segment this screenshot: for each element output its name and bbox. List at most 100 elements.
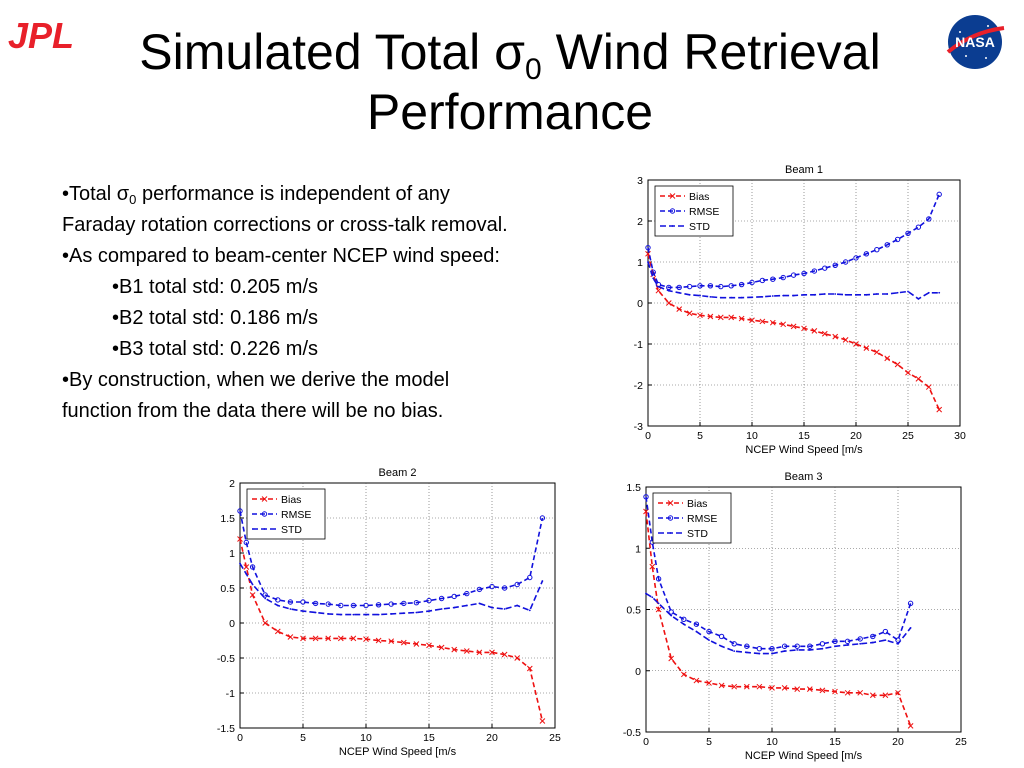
data-point-bias-b: [363, 636, 369, 642]
data-point-rmse: [706, 628, 712, 635]
data-point-std: [670, 614, 673, 617]
x-tick-label: 5: [706, 736, 712, 748]
data-point-rmse: [819, 641, 826, 647]
y-tick-label: 3: [637, 175, 643, 187]
data-point-bias-b: [655, 606, 662, 613]
series-rmse: [645, 191, 942, 291]
data-point-std: [859, 642, 862, 645]
x-tick-label: 25: [549, 732, 561, 744]
data-point-rmse: [539, 515, 546, 521]
data-point-std: [708, 639, 710, 642]
data-point-rmse: [388, 601, 394, 607]
data-point-rmse: [686, 283, 693, 290]
data-point-bias-b: [905, 369, 911, 376]
x-tick-label: 30: [954, 430, 966, 442]
series-rmse: [237, 508, 546, 609]
bullet-1-pre: •Total σ: [62, 183, 130, 205]
legend-marker-rmse: [261, 511, 268, 517]
legend: Bias RMSE STD: [654, 185, 734, 237]
data-point-std: [440, 608, 443, 610]
data-point-std: [719, 296, 722, 299]
y-tick-label: 0.5: [626, 605, 641, 617]
y-tick-label: 2: [229, 478, 235, 490]
data-point-rmse: [338, 602, 344, 609]
data-point-std: [478, 602, 481, 605]
data-point-std: [647, 261, 649, 263]
data-point-std: [465, 604, 468, 607]
x-tick-label: 20: [892, 736, 904, 748]
x-tick-label: 10: [746, 430, 758, 442]
data-point-rmse: [287, 599, 294, 605]
y-tick-label: 1.5: [220, 513, 235, 525]
data-point-std: [453, 606, 456, 609]
data-point-bias-b: [388, 638, 395, 645]
data-point-bias-b: [243, 564, 250, 570]
data-point-rmse: [375, 602, 382, 608]
data-point-bias-b: [769, 319, 776, 326]
data-point-std: [813, 293, 816, 296]
data-point-std: [720, 645, 723, 648]
legend-marker-rmse: [667, 515, 674, 521]
legend-marker-std: [671, 225, 674, 227]
data-point-std: [251, 583, 254, 586]
data-point-rmse: [681, 616, 687, 623]
bullet-2b: •B2 total std: 0.186 m/s: [112, 307, 318, 329]
data-point-std: [846, 644, 849, 646]
data-point-std: [709, 295, 712, 298]
data-point-bias-b: [237, 536, 243, 542]
data-point-rmse: [832, 262, 838, 268]
data-point-bias-b: [707, 313, 714, 320]
data-point-bias-b: [894, 361, 901, 368]
title-part-sub: 0: [525, 53, 542, 86]
data-point-rmse: [243, 539, 249, 546]
data-point-std: [302, 610, 304, 612]
data-point-std: [783, 650, 786, 653]
legend-marker-bias-b: [261, 496, 268, 502]
data-point-std: [782, 294, 785, 297]
bullet-3: •By construction, when we derive the mod…: [62, 369, 450, 391]
x-tick-label: 15: [829, 736, 841, 748]
data-point-bias-b: [781, 685, 788, 691]
data-point-rmse: [464, 590, 470, 597]
legend-marker-std: [669, 532, 672, 534]
data-point-rmse: [718, 633, 725, 640]
data-point-bias-b: [337, 635, 344, 642]
data-point-rmse: [894, 236, 901, 243]
data-point-rmse: [884, 242, 890, 248]
y-tick-label: -1: [226, 688, 235, 700]
bullet-3-continuation: function from the data there will be no …: [62, 400, 444, 422]
data-point-rmse: [249, 564, 256, 570]
data-point-std: [938, 291, 941, 294]
data-point-rmse: [731, 641, 737, 647]
data-point-rmse: [790, 272, 797, 278]
chart-beam-2: Beam 2 0 5 10 15 20 25 -1.5 -1 -0.5 0 0.5 1 1.5 2 NCEP …: [200, 462, 576, 768]
x-tick-label: 20: [486, 732, 498, 744]
bullet-1-continuation: Faraday rotation corrections or cross-ta…: [62, 214, 508, 236]
data-point-std: [428, 610, 430, 612]
bullet-text-box: •Total σ0 performance is independent of …: [62, 179, 602, 424]
data-point-std: [645, 592, 647, 595]
data-point-rmse: [426, 597, 432, 604]
data-point-rmse: [300, 599, 306, 605]
data-point-bias-b: [844, 689, 851, 696]
data-point-std: [796, 649, 799, 651]
data-point-rmse: [312, 600, 319, 607]
data-point-rmse: [697, 283, 703, 289]
data-point-bias-b: [857, 689, 864, 696]
x-tick-label: 25: [902, 430, 914, 442]
data-point-std: [730, 296, 733, 299]
data-point-rmse: [844, 638, 851, 645]
x-tick-label: 10: [360, 732, 372, 744]
data-point-std: [834, 645, 836, 648]
bullet-1-sub: 0: [129, 192, 137, 207]
data-point-std: [871, 641, 874, 644]
data-point-std: [657, 602, 660, 605]
data-point-bias-b: [801, 325, 807, 332]
data-point-std: [771, 295, 774, 297]
series-line-std: [239, 563, 544, 616]
legend-label-bias: Bias: [689, 191, 709, 203]
data-point-std: [528, 609, 531, 612]
legend-label-rmse: RMSE: [281, 509, 311, 521]
data-point-rmse: [693, 621, 700, 627]
data-point-rmse: [905, 230, 911, 237]
